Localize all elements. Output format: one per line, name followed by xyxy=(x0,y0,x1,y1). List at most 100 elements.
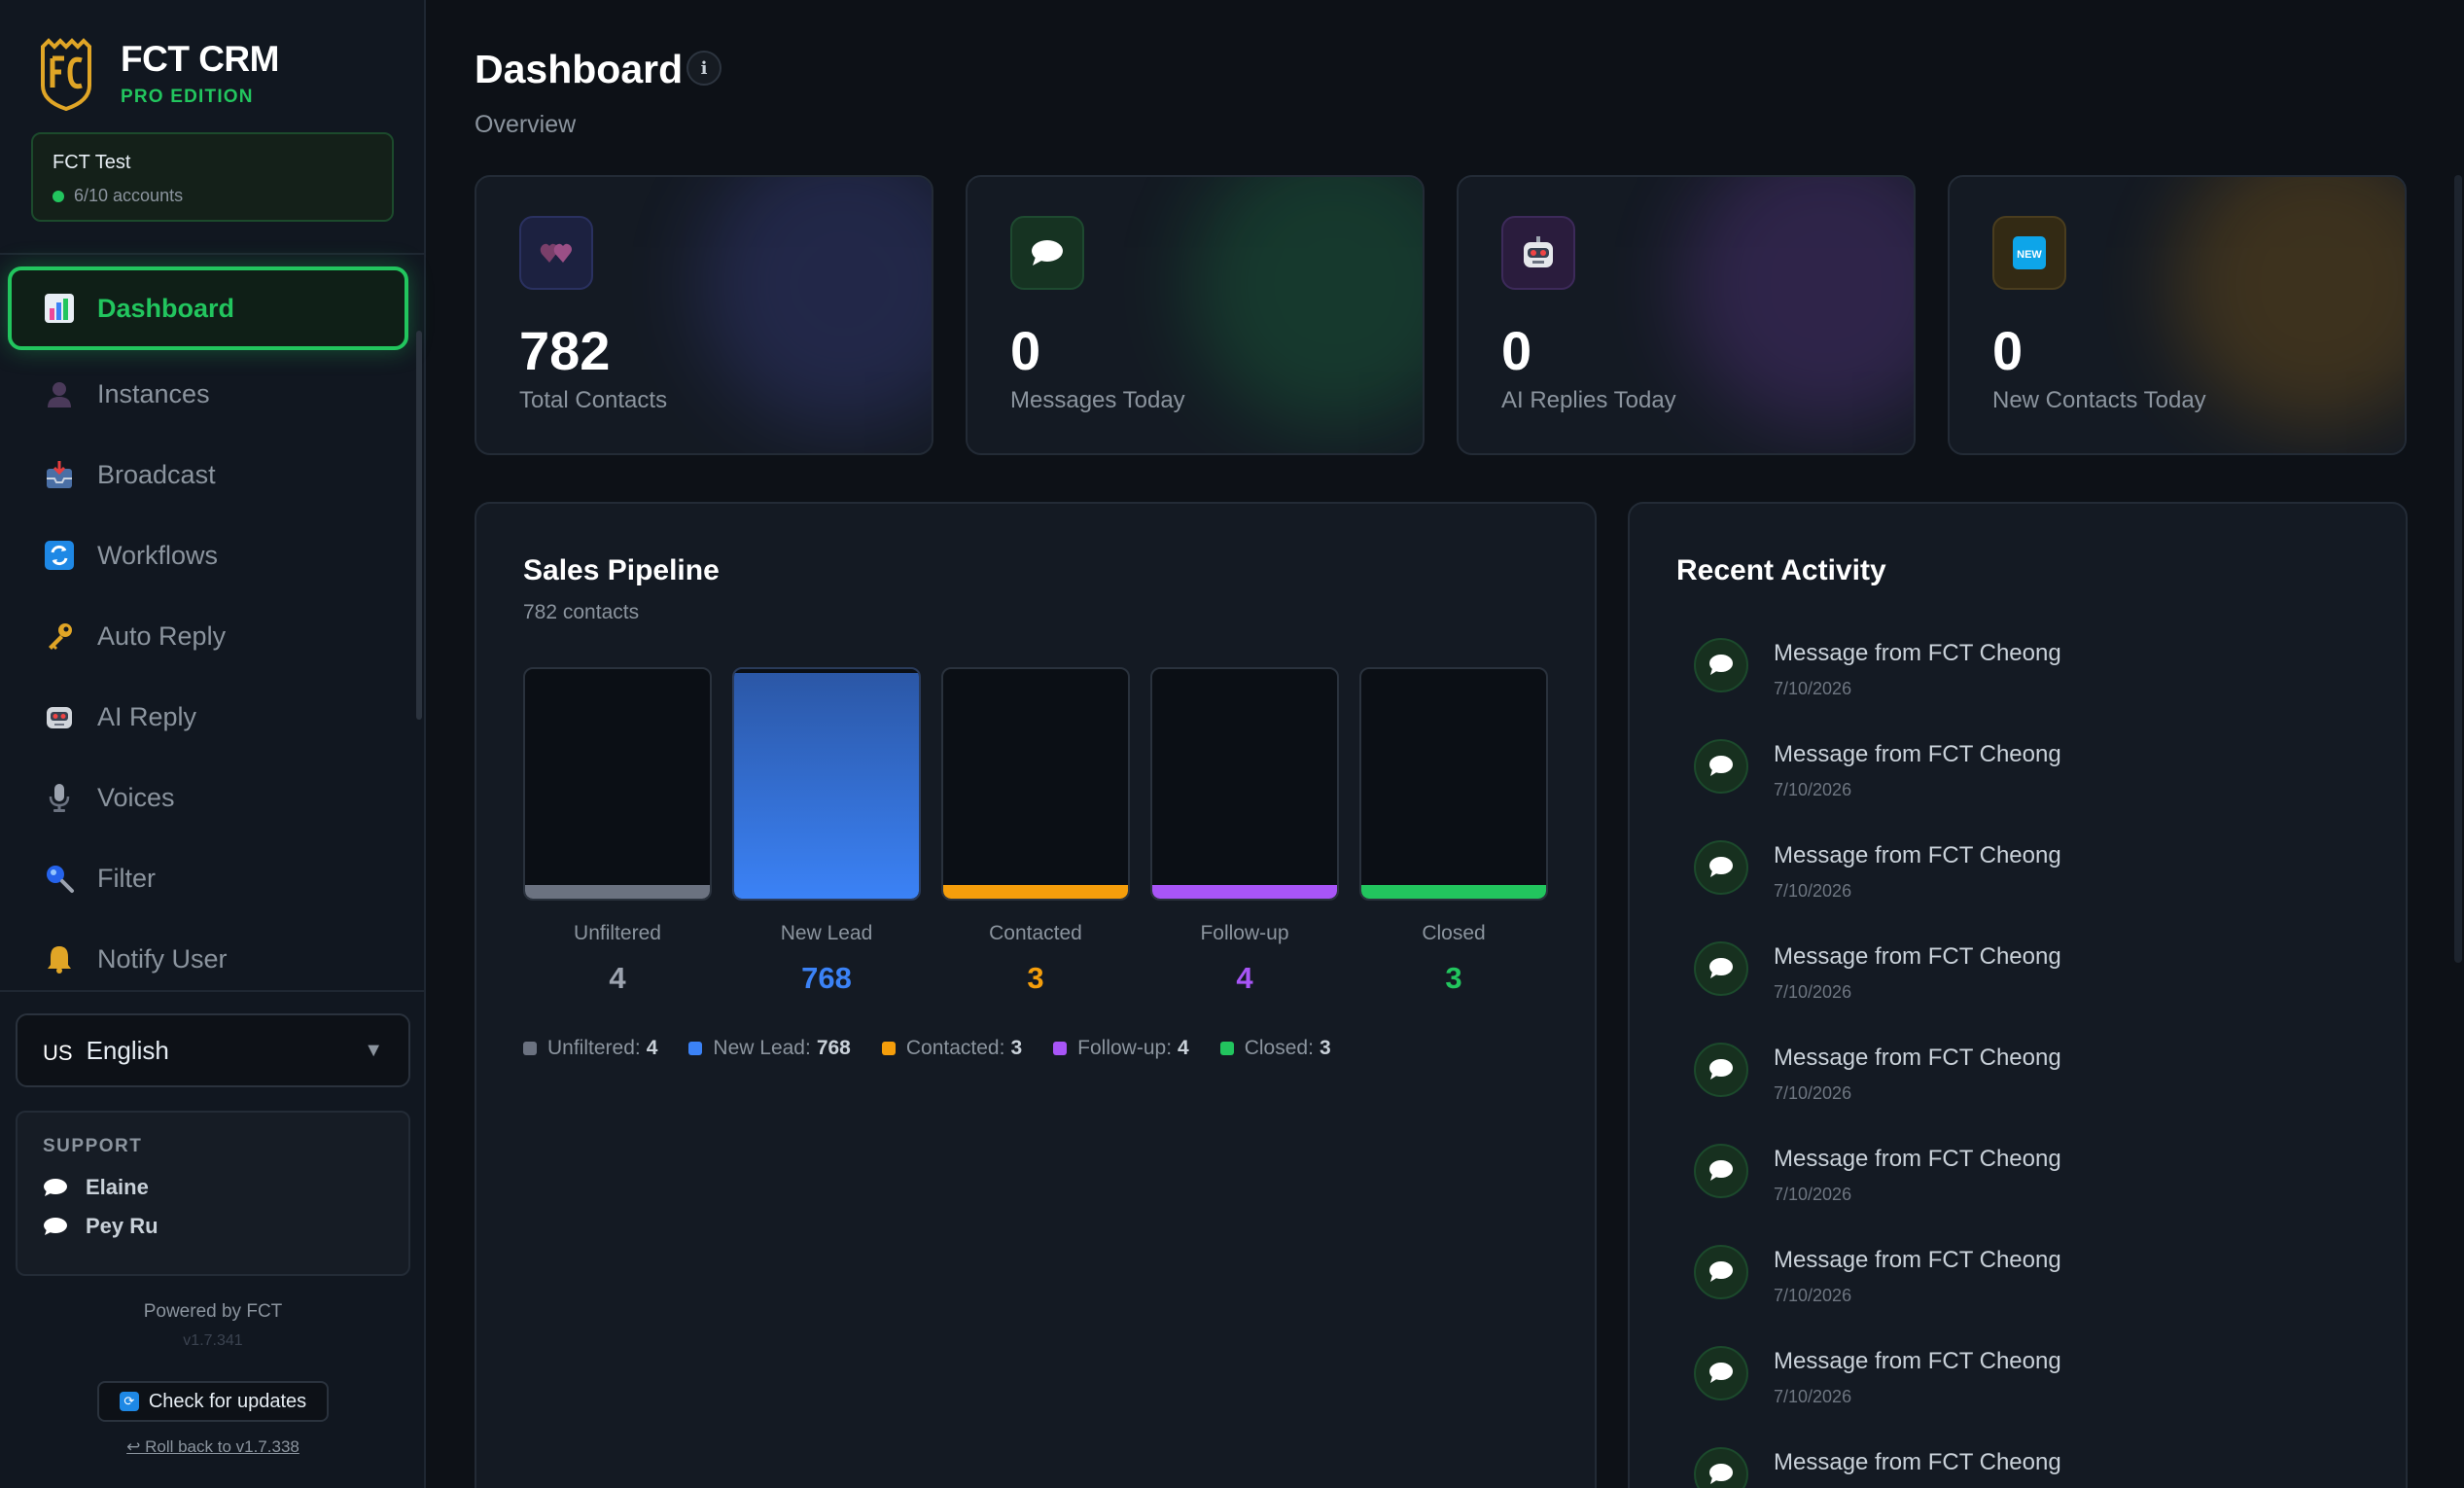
activity-title: Message from FCT Cheong xyxy=(1774,842,2061,868)
stage-count: 3 xyxy=(1027,961,1044,995)
nav-scrollbar[interactable] xyxy=(416,331,422,720)
pipeline-stage-contacted[interactable]: Contacted 3 xyxy=(941,667,1130,996)
page-title: Dashboard xyxy=(475,47,684,91)
repeat-icon xyxy=(43,539,76,572)
stage-count: 3 xyxy=(1445,961,1462,995)
pipeline-legend: Unfiltered:4 New Lead:768 Contacted:3 Fo… xyxy=(523,1037,1362,1060)
speech-bubble-icon xyxy=(1694,1144,1748,1198)
language-label: English xyxy=(86,1035,169,1065)
legend-item: Follow-up:4 xyxy=(1053,1037,1189,1060)
sales-pipeline-panel: Sales Pipeline 782 contacts Unfiltered 4… xyxy=(475,502,1597,1488)
account-count-text: 6/10 accounts xyxy=(74,186,184,205)
stage-count: 4 xyxy=(1236,961,1253,995)
nav-label: Broadcast xyxy=(97,459,216,489)
stat-label: Messages Today xyxy=(1010,387,1185,413)
stage-bar xyxy=(732,667,921,901)
page-subtitle: Overview xyxy=(475,111,577,138)
nav-label: Auto Reply xyxy=(97,620,227,651)
legend-swatch xyxy=(688,1042,703,1055)
pipeline-stage-closed[interactable]: Closed 3 xyxy=(1359,667,1548,996)
two-hearts-icon xyxy=(519,216,593,290)
nav-item-broadcast[interactable]: Broadcast xyxy=(8,433,408,516)
new-badge-icon: NEW xyxy=(1992,216,2066,290)
account-switcher[interactable]: FCT Test 6/10 accounts xyxy=(31,132,394,222)
stat-value: 0 xyxy=(1010,320,1041,381)
activity-date: 7/10/2026 xyxy=(1774,679,1852,698)
panel-subtitle: 782 contacts xyxy=(523,601,640,623)
stage-bar xyxy=(1359,667,1548,901)
legend-item: New Lead:768 xyxy=(688,1037,851,1060)
activity-item[interactable]: Message from FCT Cheong 7/10/2026 xyxy=(1694,840,2061,902)
check-updates-label: Check for updates xyxy=(148,1390,307,1412)
speech-bubble-icon xyxy=(1694,1043,1748,1097)
nav-item-workflows[interactable]: Workflows xyxy=(8,514,408,597)
main-scrollbar[interactable] xyxy=(2454,175,2462,963)
activity-item[interactable]: Message from FCT Cheong 7/10/2026 xyxy=(1694,739,2061,800)
speech-bubble-icon xyxy=(1694,1447,1748,1488)
nav-item-notify-user[interactable]: Notify User xyxy=(8,917,408,1001)
activity-item[interactable]: Message from FCT Cheong 7/10/2026 xyxy=(1694,1346,2061,1407)
nav-item-instances[interactable]: Instances xyxy=(8,352,408,436)
activity-item[interactable]: Message from FCT Cheong 7/10/2026 xyxy=(1694,638,2061,699)
nav-item-ai-reply[interactable]: AI Reply xyxy=(8,675,408,759)
nav-item-voices[interactable]: Voices xyxy=(8,756,408,839)
legend-swatch xyxy=(881,1042,896,1055)
brand[interactable]: FCT CRM PRO EDITION xyxy=(39,37,279,111)
check-updates-button[interactable]: ⟳ Check for updates xyxy=(97,1381,329,1422)
language-select[interactable]: US English ▼ xyxy=(16,1013,410,1087)
nav-item-dashboard[interactable]: Dashboard xyxy=(8,266,408,350)
speech-bubble-icon xyxy=(1010,216,1084,290)
shield-logo-icon xyxy=(41,38,91,111)
activity-date: 7/10/2026 xyxy=(1774,881,1852,901)
stage-fill xyxy=(525,885,710,899)
brand-title: FCT CRM xyxy=(121,38,279,79)
legend-value: 768 xyxy=(816,1037,851,1059)
support-contact-elaine[interactable]: Elaine xyxy=(43,1175,383,1200)
speech-bubble-icon xyxy=(1694,638,1748,692)
legend-value: 3 xyxy=(1319,1037,1331,1059)
legend-label: Unfiltered xyxy=(547,1037,635,1059)
support-contact-pey-ru[interactable]: Pey Ru xyxy=(43,1214,383,1239)
powered-by: Powered by FCT xyxy=(143,1301,283,1322)
card-glow xyxy=(698,177,932,430)
nav-item-auto-reply[interactable]: Auto Reply xyxy=(8,594,408,678)
legend-swatch xyxy=(523,1042,537,1055)
info-icon[interactable]: i xyxy=(686,51,722,86)
activity-item[interactable]: Message from FCT Cheong 7/10/2026 xyxy=(1694,1043,2061,1104)
bell-icon xyxy=(43,942,76,975)
nav-item-filter[interactable]: Filter xyxy=(8,836,408,920)
speech-bubble-icon xyxy=(1694,941,1748,996)
refresh-icon: ⟳ xyxy=(119,1392,139,1411)
speech-bubble-icon xyxy=(44,1179,67,1196)
activity-title: Message from FCT Cheong xyxy=(1774,1449,2061,1475)
activity-item[interactable]: Message from FCT Cheong 7/10/2026 xyxy=(1694,1144,2061,1205)
activity-item[interactable]: Message from FCT Cheong 7/10/2026 xyxy=(1694,941,2061,1003)
stage-fill xyxy=(1361,885,1546,899)
stage-name: Follow-up xyxy=(1200,922,1289,944)
version-label: v1.7.341 xyxy=(183,1332,243,1349)
activity-date: 7/10/2026 xyxy=(1774,1185,1852,1204)
flag-icon: US xyxy=(43,1041,73,1065)
pipeline-stage-unfiltered[interactable]: Unfiltered 4 xyxy=(523,667,712,996)
magnifier-icon xyxy=(43,862,76,895)
support-contact-name: Elaine xyxy=(86,1175,149,1199)
brand-edition: PRO EDITION xyxy=(121,86,254,107)
microphone-icon xyxy=(43,781,76,814)
activity-item[interactable]: Message from FCT Cheong 7/10/2026 xyxy=(1694,1245,2061,1306)
activity-item[interactable]: Message from FCT Cheong xyxy=(1694,1447,2061,1488)
divider xyxy=(0,990,424,992)
stage-count: 4 xyxy=(609,961,626,995)
legend-value: 3 xyxy=(1010,1037,1023,1059)
nav-label: Instances xyxy=(97,378,210,408)
activity-date: 7/10/2026 xyxy=(1774,780,1852,799)
support-contact-name: Pey Ru xyxy=(86,1214,158,1238)
nav-label: Filter xyxy=(97,863,156,893)
stat-value: 0 xyxy=(1992,320,2024,381)
user-silhouette-icon xyxy=(43,377,76,410)
pipeline-stage-follow-up[interactable]: Follow-up 4 xyxy=(1150,667,1339,996)
account-count: 6/10 accounts xyxy=(53,186,372,206)
support-title: SUPPORT xyxy=(43,1136,143,1156)
pipeline-stage-new-lead[interactable]: New Lead 768 xyxy=(732,667,921,996)
legend-swatch xyxy=(1219,1042,1234,1055)
rollback-link[interactable]: ↩ Roll back to v1.7.338 xyxy=(126,1437,299,1456)
